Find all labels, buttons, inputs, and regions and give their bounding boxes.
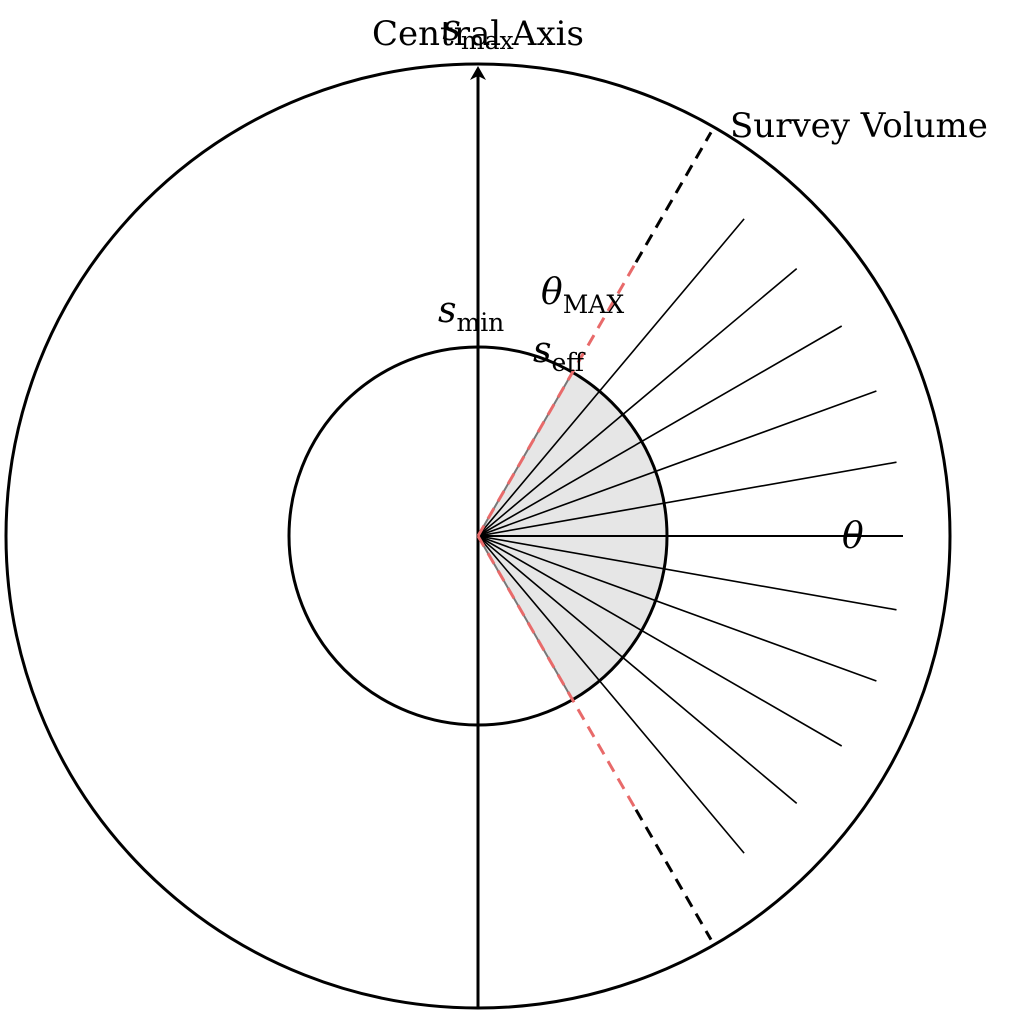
survey-volume-label: Survey Volume [730,106,988,146]
sight-line-ray [477,535,745,854]
sight-line-ray [477,535,897,611]
sight-line-rays [477,218,897,854]
sight-line-ray [477,535,798,805]
theta-label: θ [842,516,864,557]
sight-line-ray [477,535,843,747]
s-max-label: smax [442,8,513,55]
sight-line-ray [477,267,798,537]
central-axis-label: Central Axis [372,14,584,54]
theta-max-label: θMAX [541,272,624,319]
theta-max-boundary-upper [476,261,638,537]
s-eff-label: seff [533,330,586,377]
theta-max-boundary-lower-outer [634,808,713,941]
sight-line-ray [477,390,877,537]
sight-line-ray [477,218,745,537]
theta-max-boundary-upper-outer [634,131,713,264]
sight-line-ray [477,325,843,537]
sight-line-ray [477,535,877,682]
sight-line-ray [477,461,897,537]
s-min-label: smin [438,290,504,337]
theta-max-boundary-lower [476,535,638,811]
